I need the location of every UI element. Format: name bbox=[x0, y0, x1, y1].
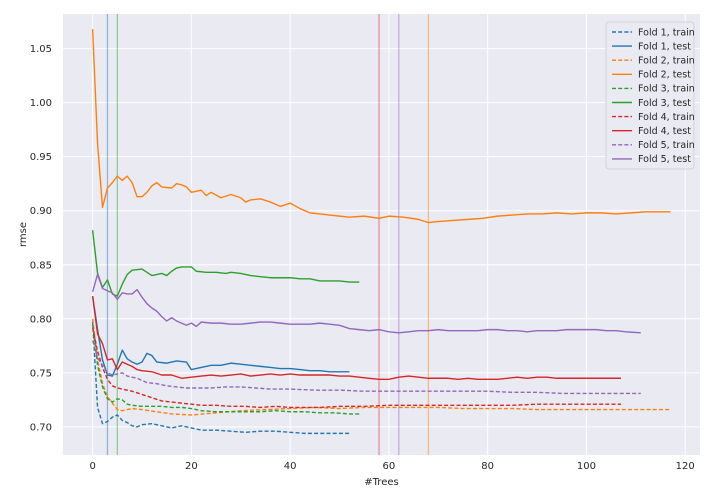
series-lines bbox=[91, 29, 671, 435]
y-tick-label: 0.80 bbox=[30, 314, 52, 325]
y-tick-label: 1.05 bbox=[30, 44, 52, 55]
legend-entry: Fold 3, train bbox=[638, 84, 695, 95]
x-axis-label: #Trees bbox=[364, 477, 398, 488]
x-tick-label: 0 bbox=[89, 461, 95, 472]
y-tick-labels: 0.70 0.75 0.80 0.85 0.90 0.95 1.00 1.05 bbox=[30, 44, 52, 433]
x-tick-label: 60 bbox=[383, 461, 396, 472]
gridlines bbox=[63, 14, 700, 455]
reference-vlines bbox=[106, 14, 430, 455]
x-tick-label: 80 bbox=[481, 461, 494, 472]
series-line-8 bbox=[91, 296, 621, 381]
x-tick-label: 20 bbox=[185, 461, 198, 472]
x-tick-label: 100 bbox=[577, 461, 596, 472]
series-line-2 bbox=[91, 296, 350, 377]
legend-entry: Fold 3, test bbox=[638, 98, 691, 109]
y-tick-label: 0.95 bbox=[30, 152, 52, 163]
series-line-7 bbox=[91, 327, 621, 409]
plot-area bbox=[63, 14, 700, 455]
y-axis-label: rmse bbox=[18, 222, 29, 247]
y-tick-label: 0.75 bbox=[30, 368, 52, 379]
y-tick-label: 1.00 bbox=[30, 98, 52, 109]
x-tick-label: 120 bbox=[676, 461, 695, 472]
legend-entry: Fold 5, test bbox=[638, 154, 691, 165]
legend-entry: Fold 1, train bbox=[638, 27, 695, 38]
legend-entry: Fold 4, train bbox=[638, 112, 695, 123]
y-tick-label: 0.90 bbox=[30, 206, 52, 217]
y-tick-label: 0.70 bbox=[30, 422, 52, 433]
legend-box bbox=[605, 21, 695, 170]
series-line-6 bbox=[91, 230, 360, 297]
series-line-3 bbox=[91, 318, 671, 416]
x-tick-labels: 0 20 40 60 80 100 120 bbox=[89, 461, 694, 472]
legend-entry: Fold 2, test bbox=[638, 70, 691, 81]
legend: Fold 1, train Fold 1, test Fold 2, train Fo… bbox=[605, 21, 695, 170]
series-line-1 bbox=[91, 322, 350, 435]
series-line-5 bbox=[91, 324, 360, 415]
legend-entry: Fold 1, test bbox=[638, 41, 691, 52]
series-line-10 bbox=[91, 273, 641, 334]
series-line-4 bbox=[91, 29, 671, 224]
series-line-9 bbox=[91, 340, 641, 395]
legend-entry: Fold 2, train bbox=[638, 56, 695, 67]
x-tick-label: 40 bbox=[284, 461, 297, 472]
y-tick-label: 0.85 bbox=[30, 260, 52, 271]
legend-entry: Fold 4, test bbox=[638, 126, 691, 137]
legend-entry: Fold 5, train bbox=[638, 140, 695, 151]
